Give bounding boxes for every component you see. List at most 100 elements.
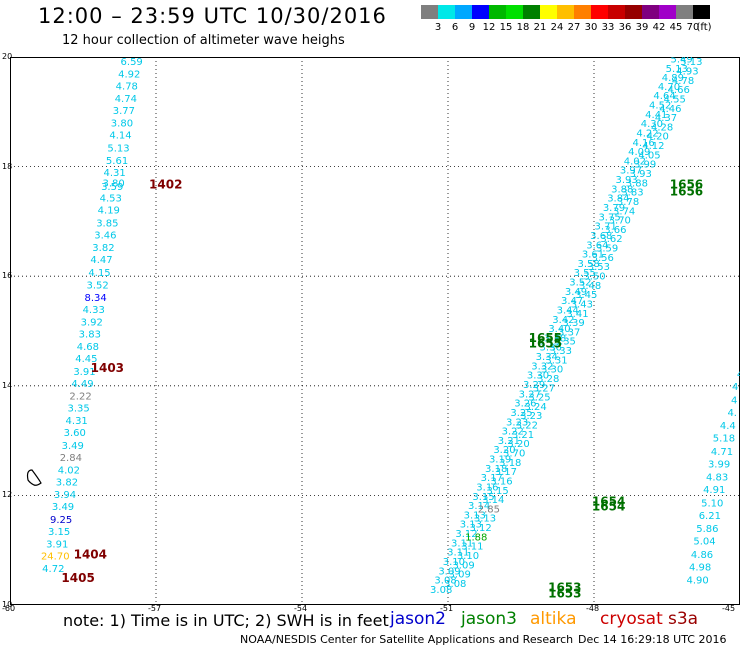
pass-time-label: 1653 bbox=[548, 586, 581, 600]
wave-height-value: 3.29 bbox=[523, 380, 545, 391]
legend-label: 12 bbox=[482, 22, 496, 33]
wave-height-value: 3.15 bbox=[487, 486, 509, 497]
wave-height-value: 3.46 bbox=[94, 230, 116, 241]
pass-time-label: 1654 bbox=[592, 500, 625, 514]
wave-height-value: 3.08 bbox=[430, 585, 452, 596]
wave-height-value: 3.66 bbox=[604, 225, 626, 236]
wave-height-value: 3.22 bbox=[516, 421, 538, 432]
wave-height-value: 4.49 bbox=[71, 379, 93, 390]
wave-height-value: 2.22 bbox=[69, 392, 91, 403]
lon-tick-label: -48 bbox=[586, 604, 600, 613]
wave-height-value: 3.10 bbox=[457, 551, 479, 562]
wave-height-value: 3.13 bbox=[474, 514, 496, 525]
wave-height-value: 3.43 bbox=[571, 299, 593, 310]
legend-label: 70 bbox=[686, 22, 700, 33]
lon-tick-label: -45 bbox=[722, 604, 736, 613]
wave-height-value: 3.27 bbox=[519, 389, 541, 400]
wave-height-value: 3.79 bbox=[603, 203, 625, 214]
wave-height-value: 5.13 bbox=[666, 64, 688, 75]
pass-time-label: 1405 bbox=[61, 571, 94, 585]
wave-height-value: 3.11 bbox=[451, 538, 473, 549]
wave-height-value: 3.75 bbox=[598, 212, 620, 223]
wave-height-value: 24.70 bbox=[41, 552, 70, 563]
legend-swatch bbox=[421, 5, 438, 19]
wave-height-value: 3.88 bbox=[611, 184, 633, 195]
wave-height-value: 4.64 bbox=[653, 91, 675, 102]
wave-height-value: 3.59 bbox=[596, 244, 618, 255]
wave-height-value: 3.20 bbox=[493, 445, 515, 456]
legend-swatch bbox=[506, 5, 523, 19]
footer-note: note: 1) Time is in UTC; 2) SWH is in fe… bbox=[63, 611, 389, 630]
satellite-cryosat: cryosat bbox=[600, 609, 663, 629]
wave-height-value: 3.94 bbox=[54, 490, 76, 501]
pass-time-label: 1654 bbox=[592, 494, 625, 508]
wave-height-value: 4.16 bbox=[633, 138, 655, 149]
pass-time-label: 1653 bbox=[548, 580, 581, 594]
wave-height-value: 3.41 bbox=[566, 309, 588, 320]
wave-height-value: 3.93 bbox=[630, 169, 652, 180]
pass-time-label: 1655 bbox=[529, 331, 562, 345]
wave-height-value: 3.10 bbox=[443, 557, 465, 568]
wave-height-value: 3.19 bbox=[489, 455, 511, 466]
legend-swatch bbox=[676, 5, 693, 19]
wave-height-value: 4 bbox=[737, 370, 740, 381]
wave-height-value: 3.21 bbox=[512, 430, 534, 441]
wave-height-value: 3.83 bbox=[79, 330, 101, 341]
legend-swatch bbox=[574, 5, 591, 19]
wave-height-value: 3.16 bbox=[490, 476, 512, 487]
wave-height-value: 3.23 bbox=[506, 417, 528, 428]
lon-tick-label: -60 bbox=[2, 604, 16, 613]
wave-height-value: 3.18 bbox=[499, 458, 521, 469]
wave-height-value: 4.72 bbox=[42, 564, 64, 575]
legend-unit: (ft) bbox=[696, 22, 712, 33]
wave-height-value: 5.86 bbox=[696, 524, 718, 535]
wave-height-value: 3.55 bbox=[574, 268, 596, 279]
satellite-jason3: jason3 bbox=[461, 609, 517, 629]
wave-height-value: 3.61 bbox=[582, 250, 604, 261]
pass-time-label: 1656 bbox=[670, 185, 703, 199]
wave-height-value: 4.09 bbox=[628, 147, 650, 158]
wave-height-value: 3.23 bbox=[520, 411, 542, 422]
wave-height-value: 4.28 bbox=[651, 122, 673, 133]
wave-height-value: 3.58 bbox=[578, 259, 600, 270]
wave-height-value: 3.48 bbox=[579, 281, 601, 292]
pass-time-label: 1656 bbox=[670, 178, 703, 192]
wave-height-value: 4.30 bbox=[641, 119, 663, 130]
wave-height-value: 3.64 bbox=[586, 240, 608, 251]
wave-height-value: 3.84 bbox=[607, 194, 629, 205]
wave-height-value: 3.52 bbox=[86, 280, 108, 291]
map-subtitle: 12 hour collection of altimeter wave hei… bbox=[62, 33, 345, 48]
wave-height-value: 3.17 bbox=[481, 473, 503, 484]
legend-label: 45 bbox=[669, 22, 683, 33]
legend-label: 42 bbox=[652, 22, 666, 33]
wave-height-value: 3.09 bbox=[452, 560, 474, 571]
legend-label: 30 bbox=[584, 22, 598, 33]
wave-height-value: 3.16 bbox=[476, 482, 498, 493]
legend-swatch bbox=[438, 5, 455, 19]
wave-height-value: 3.53 bbox=[588, 262, 610, 273]
wave-height-value: 3.14 bbox=[468, 501, 490, 512]
legend-label: 15 bbox=[499, 22, 513, 33]
wave-height-value: 3.13 bbox=[460, 520, 482, 531]
satellite-s3a: s3a bbox=[668, 609, 699, 629]
wave-height-value: 3.15 bbox=[48, 527, 70, 538]
wave-height-value: 4.46 bbox=[659, 104, 681, 115]
lon-tick-label: -51 bbox=[440, 604, 454, 613]
wave-height-value: 3.24 bbox=[524, 402, 546, 413]
wave-height-value: 3.12 bbox=[469, 523, 491, 534]
legend-swatch bbox=[523, 5, 540, 19]
wave-height-value: 5.13 bbox=[107, 143, 129, 154]
wave-height-value: 6.59 bbox=[121, 57, 143, 68]
wave-height-value: 4 bbox=[731, 395, 737, 406]
wave-height-value: 3.78 bbox=[617, 197, 639, 208]
pass-time-label: 1404 bbox=[74, 547, 107, 561]
wave-height-value: 4.71 bbox=[711, 447, 733, 458]
wave-height-value: 3.88 bbox=[626, 178, 648, 189]
wave-height-value: 3.92 bbox=[81, 318, 103, 329]
color-scale-labels: 3 6 9 12 15 18 21 24 27 30 33 36 39 42 45 70 (ft) bbox=[421, 22, 740, 34]
wave-height-value: 3.45 bbox=[575, 290, 597, 301]
legend-swatch bbox=[625, 5, 642, 19]
wave-height-value: 3.70 bbox=[503, 448, 525, 459]
legend-label: 39 bbox=[635, 22, 649, 33]
wave-height-value: 4.12 bbox=[642, 141, 664, 152]
